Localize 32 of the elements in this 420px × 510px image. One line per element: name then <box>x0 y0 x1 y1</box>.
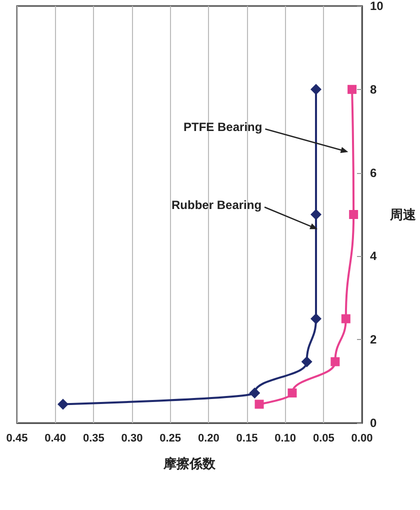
point <box>310 313 322 324</box>
x-tick-label: 0.35 <box>82 432 104 444</box>
y-tick-label: 2 <box>370 332 377 347</box>
x-tick-label: 0.00 <box>351 432 373 444</box>
point <box>288 388 297 398</box>
y-axis-title: 周速 <box>389 207 417 222</box>
point <box>348 84 357 94</box>
x-tick-label: 0.05 <box>312 432 334 444</box>
point <box>310 209 322 220</box>
x-axis-title: 摩擦係数 <box>162 456 216 471</box>
point <box>254 400 264 409</box>
x-tick-label: 0.20 <box>198 432 220 444</box>
point <box>349 210 358 219</box>
point <box>58 398 68 410</box>
y-tick-label: 0 <box>370 416 377 430</box>
x-tick-label: 0.25 <box>160 432 182 444</box>
point <box>330 357 340 366</box>
x-tick-label: 0.15 <box>236 432 258 444</box>
x-tick-label: 0.45 <box>6 432 28 444</box>
point <box>249 387 260 398</box>
y-tick-label: 10 <box>370 0 384 13</box>
x-tick-label: 0.10 <box>274 432 296 444</box>
annotation: PTFE Bearing <box>184 120 262 134</box>
y-tick-label: 8 <box>370 82 377 96</box>
point <box>301 356 312 368</box>
y-tick-label: 6 <box>370 166 377 180</box>
annotation: Rubber Bearing <box>172 198 262 212</box>
x-tick-label: 0.30 <box>121 432 143 444</box>
y-tick-label: 4 <box>370 249 377 264</box>
x-tick-label: 0.40 <box>44 432 66 444</box>
point <box>341 314 350 324</box>
point <box>310 84 322 95</box>
